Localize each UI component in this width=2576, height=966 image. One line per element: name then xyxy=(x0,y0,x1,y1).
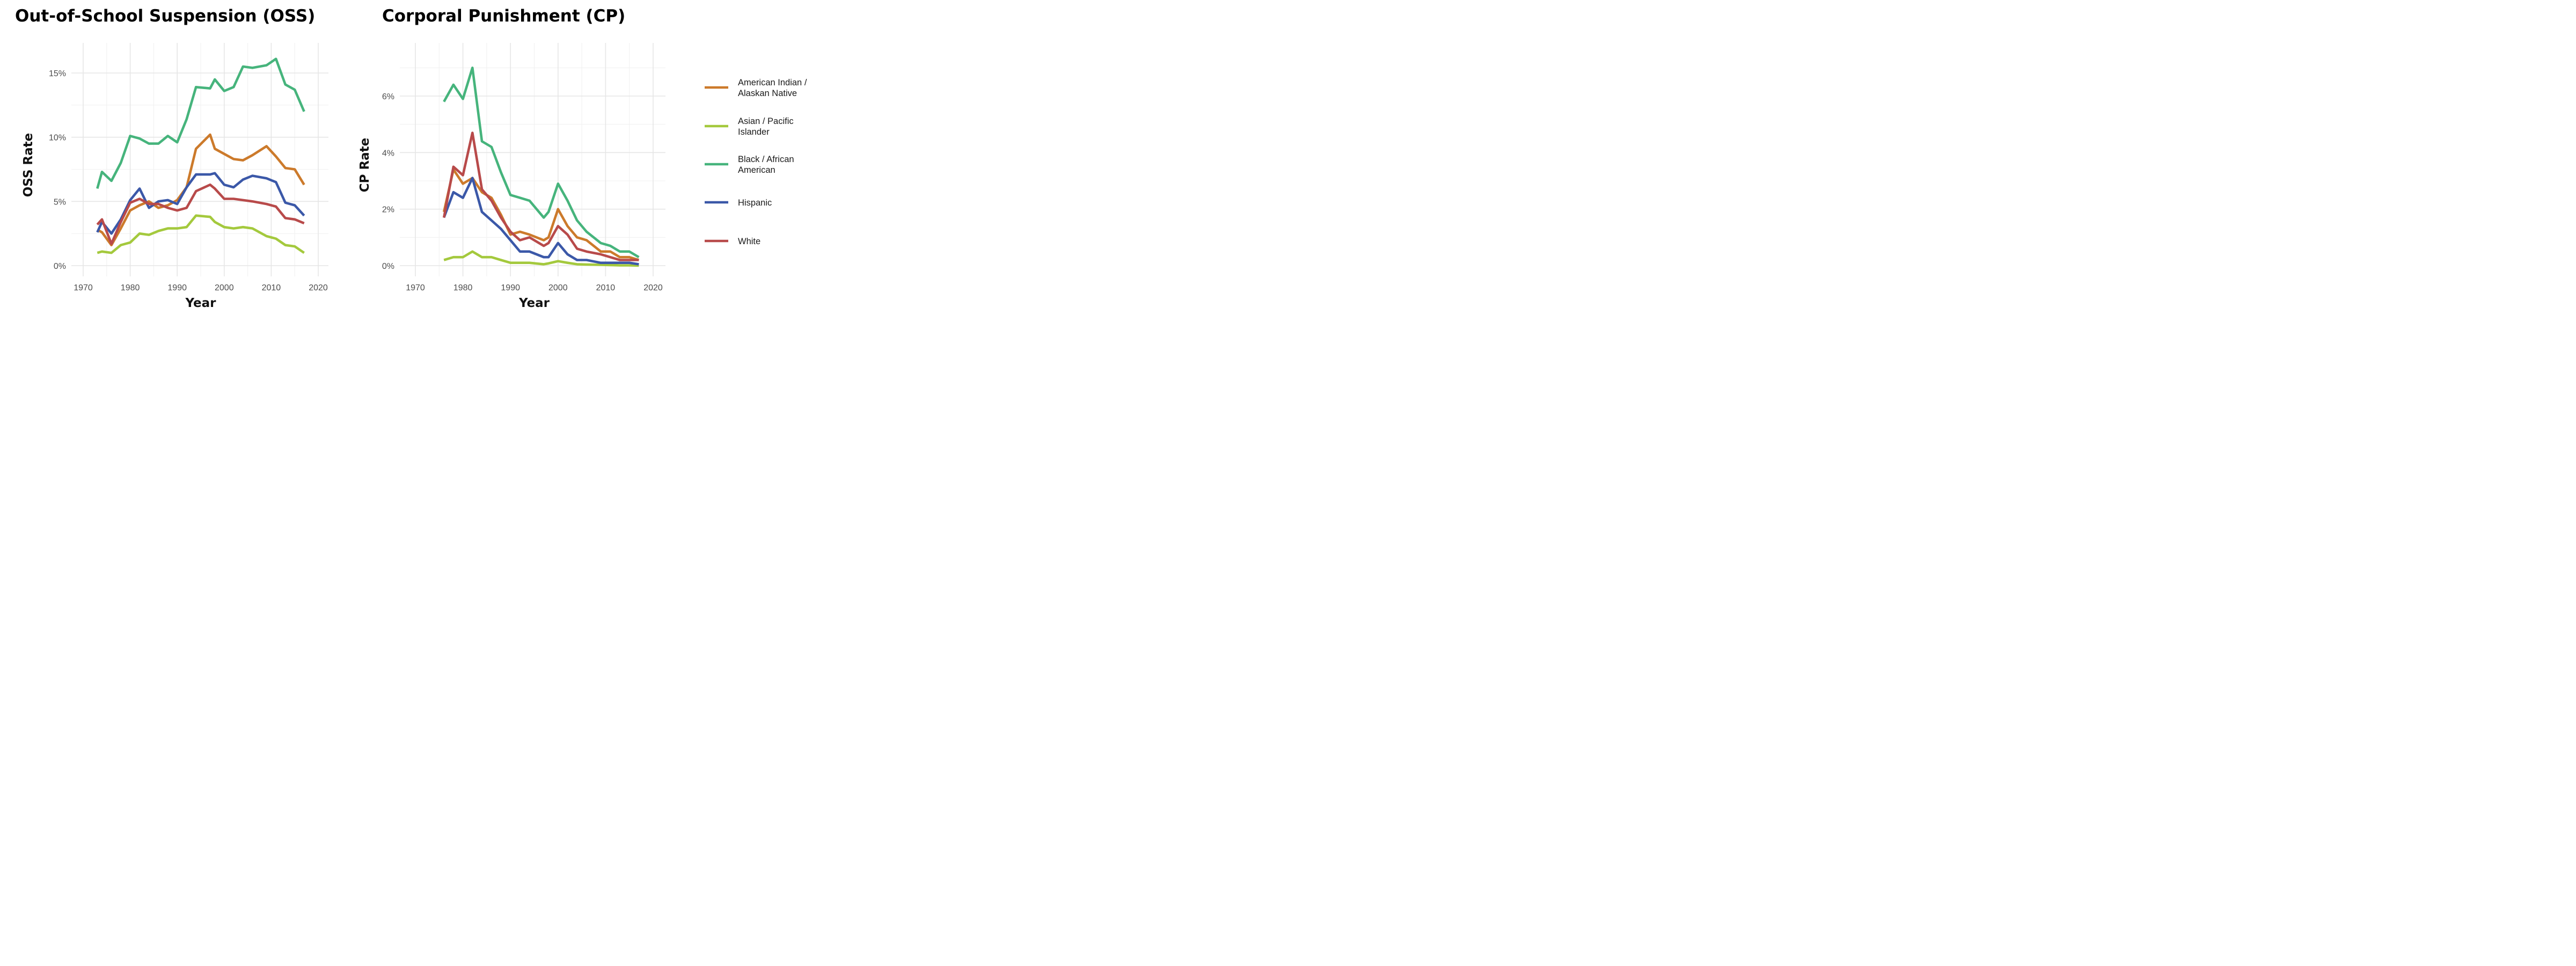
cp-x-tick-label: 1980 xyxy=(453,283,473,292)
oss-series-american-indian-alaskan-native xyxy=(97,133,305,247)
legend-item: American Indian / Alaskan Native xyxy=(705,78,807,98)
legend-label: Hispanic xyxy=(738,198,772,208)
cp-y-tick-label: 4% xyxy=(382,149,394,158)
cp-x-tick-label: 1970 xyxy=(406,283,425,292)
cp-x-tick-label: 2000 xyxy=(548,283,568,292)
oss-tick-labels: 1970 1980 1990 2000 2010 2020 0% 5% 10% 15% xyxy=(49,69,328,292)
legend: American Indian / Alaskan Native Asian / P… xyxy=(705,78,807,246)
legend-label: Islander xyxy=(738,127,770,137)
cp-y-axis-title: CP Rate xyxy=(358,138,372,193)
oss-x-tick-label: 2010 xyxy=(262,283,281,292)
legend-label: White xyxy=(738,237,760,246)
legend-item: Hispanic xyxy=(705,198,772,208)
oss-x-tick-label: 1970 xyxy=(74,283,93,292)
cp-tick-labels: 1970 1980 1990 2000 2010 2020 0% 2% 4% 6% xyxy=(382,92,663,292)
oss-series-asian-pacific-islander xyxy=(97,214,305,254)
cp-series-white xyxy=(442,131,639,261)
cp-panel: Corporal Punishment (CP) 1970 1980 1990 200… xyxy=(358,6,665,310)
legend-label: American xyxy=(738,165,775,175)
oss-series-white xyxy=(96,183,305,245)
cp-series-american-indian-alaskan-native xyxy=(442,168,640,261)
cp-x-tick-label: 2010 xyxy=(596,283,616,292)
oss-y-tick-label: 10% xyxy=(49,134,66,143)
oss-y-axis-title: OSS Rate xyxy=(21,133,35,197)
oss-panel: Out-of-School Suspension (OSS) 1970 1980 1… xyxy=(15,6,328,310)
oss-x-tick-label: 2020 xyxy=(309,283,328,292)
oss-chart-title: Out-of-School Suspension (OSS) xyxy=(15,6,315,26)
cp-x-tick-label: 2020 xyxy=(643,283,663,292)
oss-y-tick-label: 15% xyxy=(49,69,66,78)
oss-x-tick-label: 2000 xyxy=(215,283,234,292)
cp-series-black-african-american xyxy=(443,67,640,259)
legend-item: White xyxy=(705,237,760,246)
legend-label: Black / African xyxy=(738,155,794,164)
cp-y-tick-label: 0% xyxy=(382,262,394,271)
cp-y-tick-label: 2% xyxy=(382,206,394,215)
legend-label: Asian / Pacific xyxy=(738,116,794,126)
oss-x-axis-title: Year xyxy=(185,296,216,310)
cp-series-hispanic xyxy=(443,177,639,266)
cp-grid xyxy=(400,43,665,276)
oss-x-tick-label: 1980 xyxy=(121,283,140,292)
oss-x-tick-label: 1990 xyxy=(167,283,187,292)
cp-chart-title: Corporal Punishment (CP) xyxy=(382,6,625,26)
oss-series-lines xyxy=(96,57,305,254)
cp-series-lines xyxy=(442,67,640,267)
cp-series-asian-pacific-islander xyxy=(443,250,639,267)
legend-label: Alaskan Native xyxy=(738,89,797,98)
oss-y-tick-label: 5% xyxy=(54,197,66,207)
cp-x-axis-title: Year xyxy=(518,296,550,310)
legend-label: American Indian / xyxy=(738,78,807,87)
figure: Out-of-School Suspension (OSS) 1970 1980 1… xyxy=(15,6,807,310)
cp-x-tick-label: 1990 xyxy=(501,283,520,292)
oss-series-black-african-american xyxy=(96,57,305,189)
oss-y-tick-label: 0% xyxy=(54,262,66,271)
cp-y-tick-label: 6% xyxy=(382,92,394,101)
